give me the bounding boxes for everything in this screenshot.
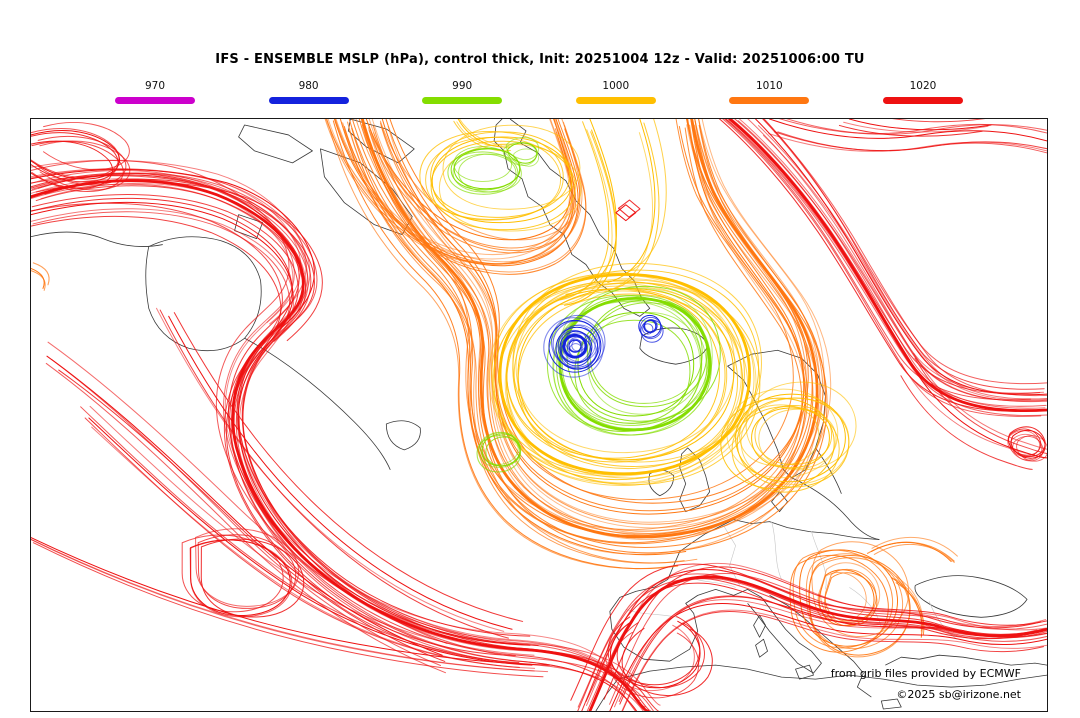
legend-label: 1020 bbox=[909, 80, 937, 92]
legend-label: 1010 bbox=[756, 80, 783, 92]
credit-copyright: ©2025 sb@irizone.net bbox=[896, 687, 1021, 701]
contours-1000 bbox=[419, 119, 857, 493]
hudson-bay-coast bbox=[145, 236, 262, 351]
legend-item-1020: 1020 bbox=[882, 80, 963, 104]
contours-980 bbox=[543, 314, 664, 378]
legend-label: 990 bbox=[452, 80, 473, 92]
credit-provider: from grib files provided by ECMWF bbox=[830, 667, 1021, 681]
legend-color-bar bbox=[575, 97, 656, 104]
contours-1020 bbox=[31, 119, 1047, 711]
legend-item-990: 990 bbox=[422, 80, 503, 104]
chart-title: IFS - ENSEMBLE MSLP (hPa), control thick… bbox=[215, 52, 865, 67]
map-frame: from grib files provided by ECMWF ©2025 … bbox=[30, 118, 1048, 712]
contours-990 bbox=[447, 136, 721, 473]
legend-item-980: 980 bbox=[268, 80, 349, 104]
legend-label: 1000 bbox=[602, 80, 630, 92]
legend-label: 970 bbox=[144, 80, 166, 92]
contours-1010 bbox=[31, 119, 958, 658]
legend-label: 980 bbox=[298, 80, 319, 92]
legend-item-970: 970 bbox=[115, 80, 195, 104]
black-sea-coast bbox=[914, 575, 1028, 618]
legend-color-bar bbox=[882, 97, 963, 104]
pressure-legend: 970 980 990 1000 1010 1020 bbox=[115, 80, 963, 104]
legend-color-bar bbox=[729, 97, 810, 104]
legend-color-bar bbox=[422, 97, 503, 104]
north-africa-coast bbox=[617, 664, 1047, 688]
legend-color-bar bbox=[115, 97, 195, 104]
credits: from grib files provided by ECMWF ©2025 … bbox=[831, 664, 1021, 705]
legend-color-bar bbox=[268, 97, 349, 104]
map-svg bbox=[31, 119, 1047, 711]
legend-item-1000: 1000 bbox=[575, 80, 656, 104]
legend-item-1010: 1010 bbox=[729, 80, 810, 104]
